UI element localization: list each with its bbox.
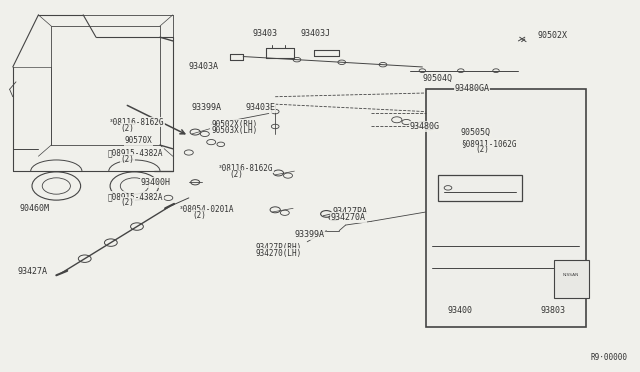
- Text: 93403A: 93403A: [189, 62, 219, 71]
- Text: 93400H: 93400H: [141, 178, 171, 187]
- Text: R9·00000: R9·00000: [590, 353, 627, 362]
- Text: 93480G: 93480G: [410, 122, 440, 131]
- Bar: [438, 175, 522, 201]
- Text: 90502X(RH): 90502X(RH): [211, 120, 257, 129]
- Text: 93403J: 93403J: [301, 29, 331, 38]
- Text: 93399A: 93399A: [294, 230, 324, 239]
- Text: (2): (2): [120, 124, 134, 133]
- Text: 93427A: 93427A: [18, 267, 48, 276]
- Text: 90502X: 90502X: [538, 31, 568, 40]
- Text: 93400: 93400: [448, 306, 473, 315]
- Text: Ⓥ08915-4382A: Ⓥ08915-4382A: [108, 148, 163, 157]
- Text: ³08116-8162G: ³08116-8162G: [109, 118, 164, 126]
- Text: 90460M: 90460M: [19, 204, 49, 213]
- Text: (2): (2): [120, 198, 134, 207]
- Text: 93480GA: 93480GA: [454, 84, 490, 93]
- Text: 90505Q: 90505Q: [461, 128, 491, 137]
- Bar: [426, 89, 586, 327]
- Text: 93803: 93803: [541, 306, 566, 315]
- Text: §08911-1062G: §08911-1062G: [461, 139, 516, 148]
- Text: ³08116-8162G: ³08116-8162G: [218, 164, 273, 173]
- Text: 93403E: 93403E: [245, 103, 275, 112]
- Text: 93427PA: 93427PA: [333, 207, 368, 216]
- Text: (2): (2): [229, 170, 243, 179]
- Text: 934270(LH): 934270(LH): [256, 249, 302, 258]
- Text: (2): (2): [475, 145, 489, 154]
- Text: 90503X(LH): 90503X(LH): [211, 126, 257, 135]
- Text: 93403: 93403: [253, 29, 278, 38]
- Text: (2): (2): [192, 211, 206, 220]
- Bar: [554, 260, 589, 298]
- Text: NISSAN: NISSAN: [563, 273, 579, 277]
- Text: 90504Q: 90504Q: [422, 74, 452, 83]
- Text: 90570X: 90570X: [125, 136, 152, 145]
- Text: 93427P(RH): 93427P(RH): [256, 243, 302, 251]
- Text: 93399A: 93399A: [192, 103, 222, 112]
- Text: 934270A: 934270A: [331, 213, 366, 222]
- Text: Ⓥ08915-4382A: Ⓥ08915-4382A: [108, 192, 163, 201]
- Text: ³08054-0201A: ³08054-0201A: [179, 205, 235, 214]
- Text: (2): (2): [120, 155, 134, 164]
